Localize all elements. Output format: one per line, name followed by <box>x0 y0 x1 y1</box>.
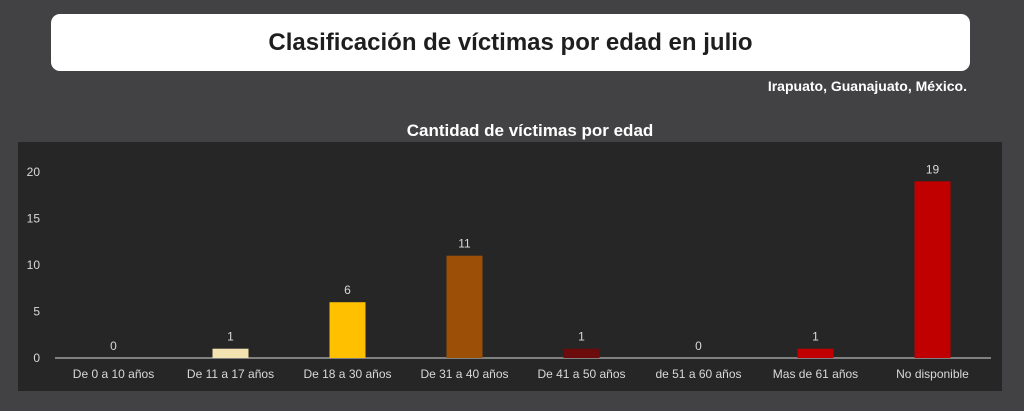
bar <box>563 348 600 358</box>
bar <box>212 348 249 358</box>
page-title: Clasificación de víctimas por edad en ju… <box>268 28 753 56</box>
chart-title: Cantidad de víctimas por edad <box>406 121 654 140</box>
title-banner: Clasificación de víctimas por edad en ju… <box>51 14 970 71</box>
bar <box>797 348 834 358</box>
data-label: 1 <box>812 330 819 344</box>
data-label: 19 <box>926 162 940 176</box>
x-tick-label: de 51 a 60 años <box>655 367 741 381</box>
x-tick-label: De 0 a 10 años <box>73 367 154 381</box>
bar <box>914 181 951 358</box>
location-label: Irapuato, Guanajuato, México. <box>767 78 967 94</box>
x-tick-label: De 41 a 50 años <box>537 367 625 381</box>
y-tick-label: 15 <box>27 212 41 226</box>
x-tick-label: De 11 a 17 años <box>187 367 274 381</box>
data-label: 6 <box>344 283 351 297</box>
data-label: 1 <box>227 330 234 344</box>
bar <box>446 255 483 358</box>
data-label: 0 <box>695 339 702 353</box>
y-tick-label: 5 <box>33 305 40 319</box>
x-tick-label: Mas de 61 años <box>773 367 858 381</box>
y-tick-label: 10 <box>27 258 41 272</box>
y-tick-label: 20 <box>27 165 41 179</box>
data-label: 1 <box>578 330 585 344</box>
y-tick-label: 0 <box>33 351 40 365</box>
bar <box>329 302 366 358</box>
x-tick-label: De 31 a 40 años <box>420 367 508 381</box>
data-label: 11 <box>458 237 471 251</box>
chart-panel: 0 5 10 15 20 0 De 0 a 10 años 1 De 11 a 17 años 6… <box>18 142 1002 391</box>
x-tick-label: No disponible <box>896 367 969 381</box>
data-label: 0 <box>110 339 117 353</box>
x-tick-label: De 18 a 30 años <box>303 367 391 381</box>
